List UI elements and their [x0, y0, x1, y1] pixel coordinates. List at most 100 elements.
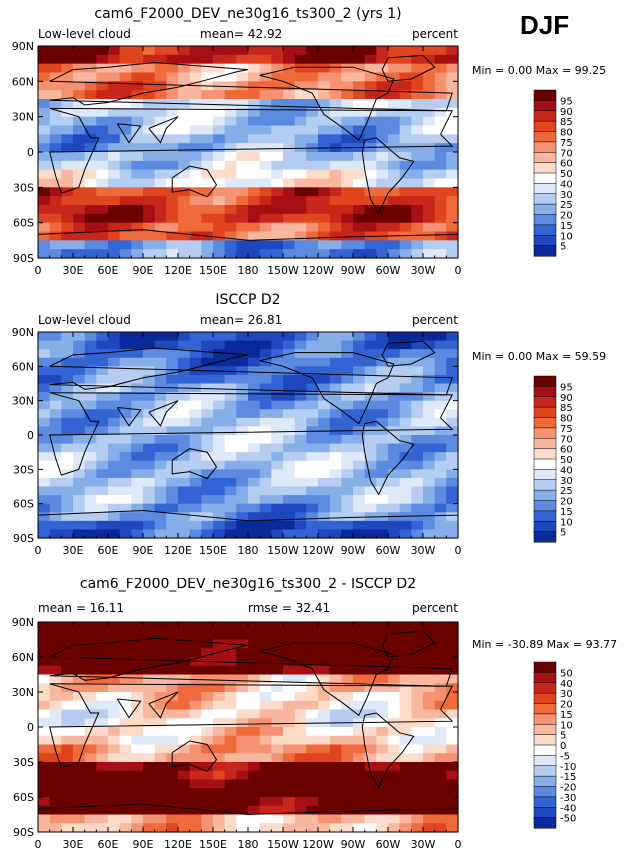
- map-cell: [434, 90, 447, 100]
- map-cell: [236, 107, 249, 118]
- map-cell: [271, 735, 284, 746]
- map-cell: [353, 81, 366, 91]
- map-cell: [236, 683, 249, 693]
- map-cell: [446, 340, 459, 350]
- map-cell: [73, 469, 86, 479]
- map-cell: [61, 503, 74, 513]
- map-cell: [224, 805, 237, 816]
- map-cell: [411, 770, 424, 781]
- x-tick-label: 180: [238, 264, 259, 277]
- map-cell: [84, 718, 97, 728]
- map-cell: [119, 178, 132, 188]
- map-cell: [73, 460, 86, 470]
- map-cell: [446, 426, 459, 436]
- map-cell: [353, 657, 366, 667]
- map-cell: [434, 107, 447, 118]
- map-cell: [399, 107, 412, 118]
- map-cell: [248, 90, 261, 100]
- map-cell: [143, 178, 156, 188]
- map-cell: [259, 805, 272, 816]
- map-cell: [271, 81, 284, 91]
- map-cell: [189, 460, 202, 470]
- map-cell: [224, 426, 237, 436]
- map-cell: [423, 340, 436, 350]
- map-cell: [73, 529, 86, 539]
- colorbar-label: 30: [560, 476, 573, 487]
- map-cell: [143, 683, 156, 693]
- map-cell: [364, 366, 377, 376]
- map-cell: [411, 435, 424, 445]
- map-cell: [329, 700, 342, 711]
- map-cell: [318, 417, 331, 428]
- map-cell: [96, 143, 109, 153]
- map-cell: [446, 486, 459, 496]
- map-cell: [143, 520, 156, 531]
- map-cell: [213, 639, 226, 649]
- map-cell: [49, 116, 62, 127]
- map-cell: [38, 409, 51, 419]
- map-cell: [388, 383, 401, 393]
- map-cell: [224, 332, 237, 342]
- map-cell: [423, 630, 436, 641]
- map-cell: [294, 107, 307, 118]
- map-cell: [49, 503, 62, 513]
- map-cell: [236, 400, 249, 410]
- map-cell: [388, 240, 401, 250]
- map-cell: [154, 683, 167, 693]
- map-cell: [259, 529, 272, 539]
- map-cell: [119, 779, 132, 789]
- map-cell: [388, 125, 401, 135]
- map-cell: [434, 143, 447, 153]
- coastline: [116, 123, 142, 144]
- y-tick-label: 0: [27, 429, 34, 442]
- map-cell: [283, 160, 296, 171]
- map-cell: [38, 81, 51, 91]
- map-cell: [236, 99, 249, 109]
- map-cell: [154, 762, 167, 772]
- map-cell: [201, 762, 214, 772]
- map-cell: [329, 630, 342, 641]
- map-cell: [388, 665, 401, 676]
- map-cell: [411, 762, 424, 772]
- map-cell: [178, 357, 191, 367]
- center-label: mean= 26.81: [200, 313, 282, 327]
- map-cell: [271, 160, 284, 171]
- map-cell: [38, 143, 51, 153]
- colorbar-label: 5: [560, 528, 566, 539]
- map-cell: [49, 486, 62, 496]
- map-cell: [119, 222, 132, 233]
- map-cell: [49, 366, 62, 376]
- map-cell: [154, 178, 167, 188]
- map-cell: [224, 435, 237, 445]
- map-cell: [143, 443, 156, 453]
- map-cell: [96, 196, 109, 206]
- map-cell: [166, 788, 179, 798]
- map-cell: [423, 788, 436, 798]
- map-cell: [283, 169, 296, 180]
- x-tick-label: 60W: [376, 838, 401, 851]
- map-cell: [61, 366, 74, 376]
- map-cell: [248, 366, 261, 376]
- map-cell: [178, 63, 191, 74]
- map-cell: [201, 125, 214, 135]
- map-cell: [224, 443, 237, 453]
- map-cell: [388, 187, 401, 197]
- map-cell: [224, 762, 237, 772]
- map-cell: [411, 134, 424, 144]
- map-cell: [143, 779, 156, 789]
- map-cell: [423, 383, 436, 393]
- map-cell: [294, 503, 307, 513]
- map-cell: [248, 72, 261, 82]
- map-cell: [318, 178, 331, 188]
- x-tick-label: 0: [455, 544, 462, 557]
- map-cell: [341, 90, 354, 100]
- map-cell: [96, 81, 109, 91]
- map-cell: [38, 657, 51, 667]
- map-cell: [213, 486, 226, 496]
- map-cell: [306, 460, 319, 470]
- map-cell: [224, 366, 237, 376]
- map-cell: [108, 674, 121, 684]
- map-cell: [119, 54, 132, 65]
- colorbar-swatch: [533, 183, 557, 195]
- map-cell: [341, 700, 354, 711]
